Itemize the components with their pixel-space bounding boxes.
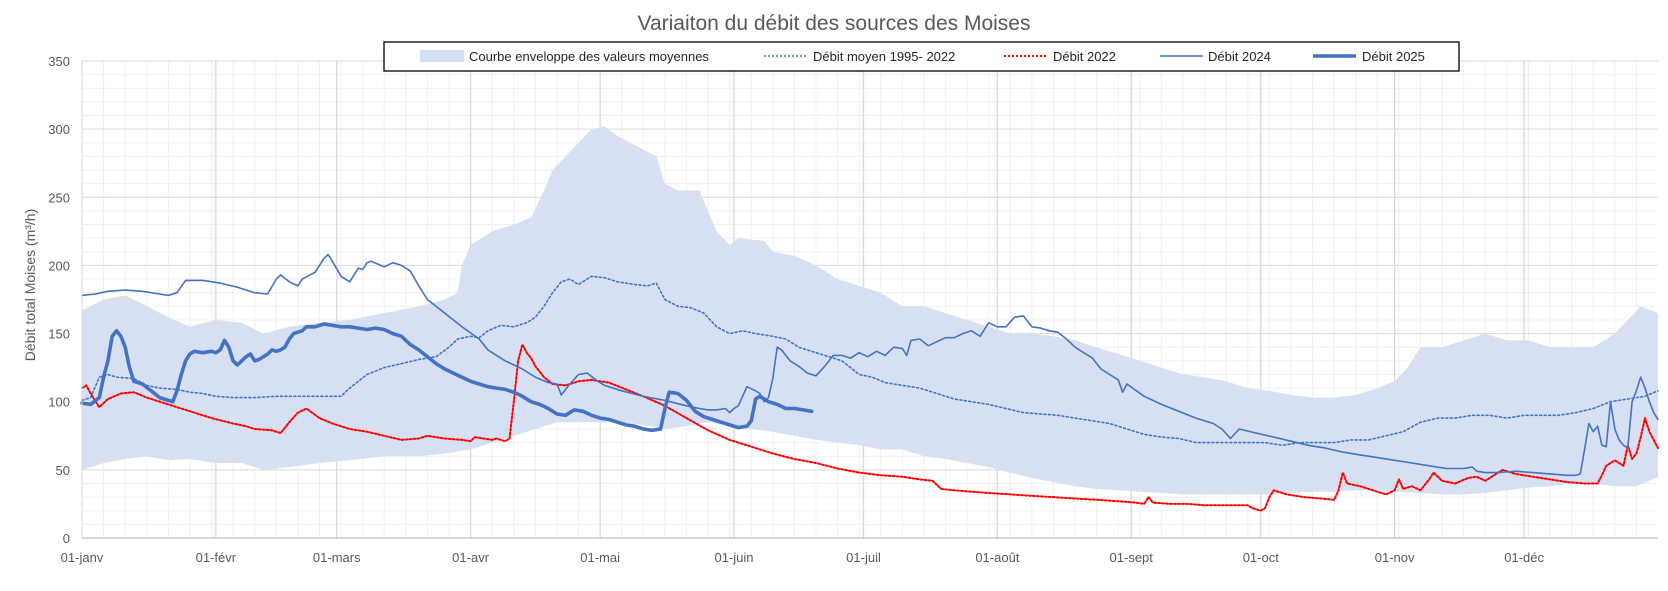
x-tick-label: 01-mai — [580, 550, 620, 565]
legend-label-2022: Débit 2022 — [1053, 49, 1116, 64]
x-tick-label: 01-mars — [313, 550, 361, 565]
legend-label-2024: Débit 2024 — [1208, 49, 1271, 64]
series-line-d2024 — [81, 253, 1659, 477]
series-layer — [80, 253, 1659, 512]
x-tick-label: 01-févr — [196, 550, 237, 565]
legend-label-2025: Débit 2025 — [1362, 49, 1425, 64]
y-tick-label: 350 — [48, 54, 70, 69]
series-line-d2025 — [80, 322, 814, 433]
legend-label-mean: Débit moyen 1995- 2022 — [813, 49, 955, 64]
series-line-d2022 — [81, 343, 1659, 512]
x-tick-label: 01-oct — [1243, 550, 1280, 565]
legend: Courbe enveloppe des valeurs moyennes Dé… — [383, 41, 1460, 72]
x-tick-label: 01-avr — [452, 550, 490, 565]
x-tick-label: 01-janv — [61, 550, 104, 565]
y-axis-title: Débit total Moises (m³/h) — [22, 209, 38, 361]
x-tick-label: 01-août — [975, 550, 1019, 565]
axes: 0 50 100 150 200 250 300 350 01-janv 01-févr 01-ma… — [48, 54, 1658, 565]
y-tick-label: 100 — [48, 395, 70, 410]
x-tick-label: 01-nov — [1375, 550, 1415, 565]
y-tick-label: 200 — [48, 258, 70, 273]
x-tick-label: 01-juil — [846, 550, 881, 565]
y-tick-label: 150 — [48, 327, 70, 342]
y-tick-label: 250 — [48, 190, 70, 205]
x-tick-label: 01-juin — [714, 550, 753, 565]
series-line-mean — [81, 275, 1659, 447]
y-tick-label: 300 — [48, 122, 70, 137]
x-tick-label: 01-sept — [1110, 550, 1154, 565]
envelope-area-layer — [82, 126, 1658, 495]
x-tick-label: 01-déc — [1504, 550, 1544, 565]
y-tick-label: 50 — [56, 463, 70, 478]
legend-box — [383, 41, 1460, 72]
envelope-area — [82, 126, 1658, 495]
y-tick-label: 0 — [63, 531, 70, 546]
chart-title: Variaiton du débit des sources des Moise… — [638, 12, 1031, 35]
legend-swatch-envelope — [420, 50, 464, 62]
legend-label-envelope: Courbe enveloppe des valeurs moyennes — [469, 49, 709, 64]
